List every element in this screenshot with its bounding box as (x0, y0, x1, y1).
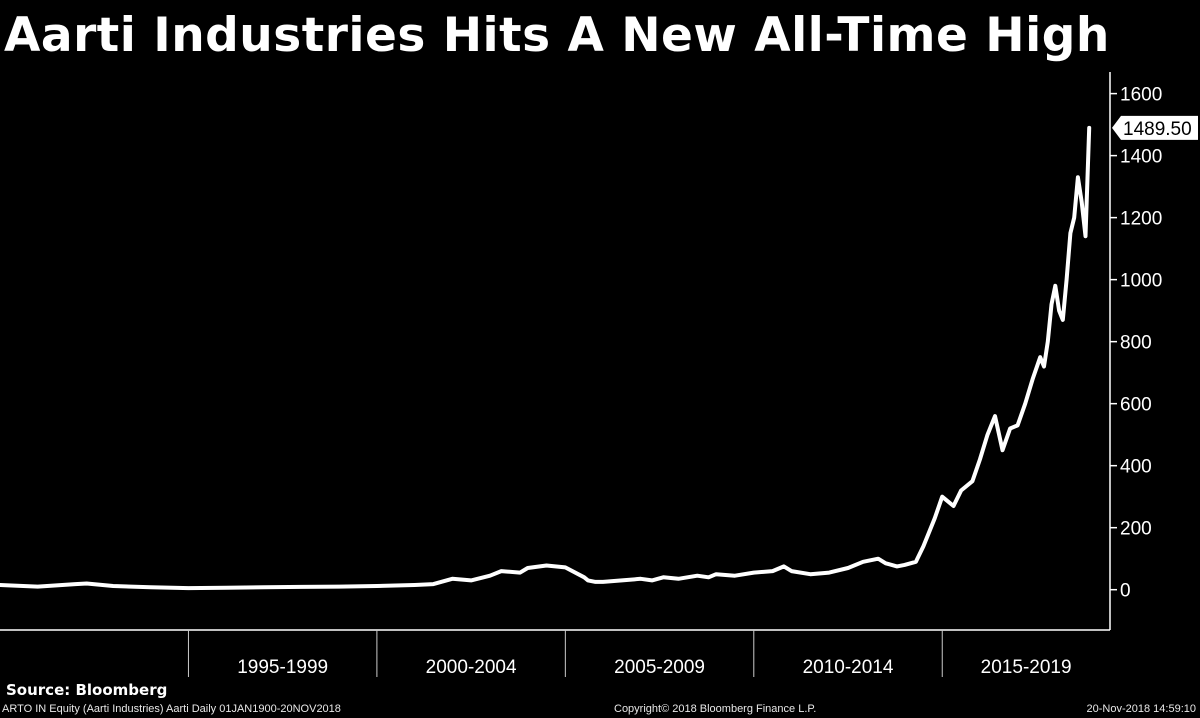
x-period-label: 2000-2004 (426, 657, 517, 678)
footer-ticker-info: ARTO IN Equity (Aarti Industries) Aarti … (2, 703, 341, 715)
series-layer (0, 125, 1092, 591)
x-axis: 1995-1999 2000-2004 2005-2009 2010-2014 2015… (0, 629, 1110, 678)
y-tick-label: 400 (1120, 457, 1152, 478)
x-period-label: 2015-2019 (981, 657, 1072, 678)
last-value-label: 1489.50 (1123, 119, 1192, 140)
x-period-label: 2010-2014 (803, 657, 894, 678)
price-series-line (0, 125, 1092, 591)
source-note: Source: Bloomberg (6, 681, 168, 699)
footer-copyright: Copyright© 2018 Bloomberg Finance L.P. (614, 703, 817, 715)
y-tick-label: 1600 (1120, 85, 1162, 106)
y-tick-label: 800 (1120, 333, 1152, 354)
y-tick-label: 0 (1120, 581, 1131, 602)
y-tick-label: 200 (1120, 519, 1152, 540)
chart-title: Aarti Industries Hits A New All-Time Hig… (4, 8, 1110, 63)
y-tick-label: 600 (1120, 395, 1152, 416)
x-period-label: 2005-2009 (614, 657, 705, 678)
last-value-box (1112, 115, 1198, 140)
x-period-label: 1995-1999 (237, 657, 328, 678)
y-tick-label: 1200 (1120, 209, 1162, 230)
y-tick-label: 1000 (1120, 271, 1162, 292)
y-axis: 0 200 400 600 800 1000 1200 1400 1600 (1109, 72, 1162, 630)
footer-timestamp: 20-Nov-2018 14:59:10 (1086, 703, 1196, 715)
last-value-marker: 1489.50 (1112, 115, 1198, 140)
y-tick-label: 1400 (1120, 147, 1162, 168)
